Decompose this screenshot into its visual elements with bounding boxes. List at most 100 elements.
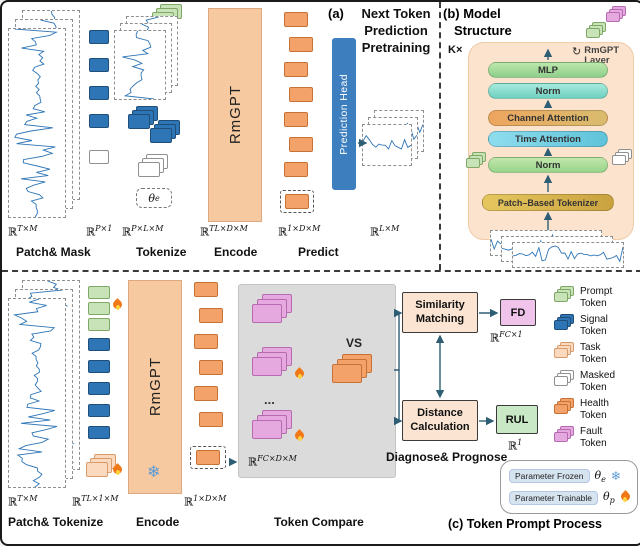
legend-item-masked-token: Masked Token — [554, 370, 615, 393]
fault-token-stack-3 — [252, 410, 292, 439]
stage-encode-c: Encode — [136, 515, 180, 529]
rmgpt-layer-label: ↻ RmGPT Layer — [572, 45, 620, 67]
loop-arrow-icon: ↻ — [572, 46, 582, 58]
param-trainable-label: Parameter Trainable — [509, 490, 599, 505]
panel-b-title-line1: (b) Model — [443, 6, 501, 21]
k-times-label: K× — [448, 44, 463, 56]
fire-icon — [294, 430, 305, 443]
parameter-legend-box: Parameter Frozen θe ❄ Parameter Trainabl… — [500, 460, 638, 514]
rul-result-box: RUL — [496, 405, 538, 434]
dim-predict-a: ℝ1×D×M — [278, 224, 321, 239]
dim-input-c: ℝT×M — [8, 494, 38, 509]
health-token — [284, 62, 308, 77]
fault-token-icon — [554, 426, 574, 442]
param-trainable-row: Parameter Trainable θp — [509, 490, 629, 505]
prompt-token — [88, 286, 110, 299]
dim-compare: ℝFC×D×M — [248, 454, 297, 469]
health-token — [289, 137, 313, 152]
predicted-token-box-a — [280, 190, 314, 213]
fire-icon — [112, 299, 123, 312]
param-frozen-row: Parameter Frozen θe ❄ — [509, 469, 629, 484]
distance-calculation-box: Distance Calculation — [402, 400, 478, 441]
prompt-token — [88, 302, 110, 315]
panel-c-label: (c) Token Prompt Process — [448, 517, 602, 531]
theta-p-symbol: θp — [603, 489, 615, 506]
signal-token — [88, 338, 110, 351]
signal-token — [88, 382, 110, 395]
similarity-matching-box: Similarity Matching — [402, 292, 478, 333]
vs-label: VS — [346, 336, 363, 350]
block-channel-attention: Channel Attention — [488, 110, 608, 126]
panel-a-label: (a) — [328, 6, 344, 21]
signal-token — [88, 360, 110, 373]
stage-token-compare: Token Compare — [274, 515, 364, 529]
query-token-box-c — [190, 446, 226, 469]
fault-token-stack-2 — [252, 347, 292, 376]
dim-encode-a: ℝTL×D×M — [200, 224, 248, 239]
fire-icon — [112, 464, 123, 477]
health-token — [199, 360, 223, 375]
theta-e-symbol: θe — [594, 468, 606, 485]
signal-patch — [89, 86, 109, 100]
signal-token-stack-a2 — [150, 120, 180, 143]
dim-encode-c: ℝ1×D×M — [184, 494, 227, 509]
param-frozen-label: Parameter Frozen — [509, 469, 590, 484]
snowflake-icon: ❄ — [147, 464, 161, 481]
health-token — [194, 282, 218, 297]
signal-patch — [89, 58, 109, 72]
fire-icon — [620, 491, 631, 504]
block-time-attention: Time Attention — [488, 131, 608, 147]
health-token — [284, 162, 308, 177]
signal-patch — [89, 30, 109, 44]
block-norm-top: Norm — [488, 83, 608, 99]
health-token-stack-compare — [332, 354, 372, 383]
stage-diagnose-prognose: Diagnose& Prognose — [386, 450, 508, 464]
panel-a-title: Next Token Prediction Pretraining — [361, 6, 431, 55]
legend-item-signal-token: Signal Token — [554, 314, 608, 337]
legend-item-task-token: Task Token — [554, 342, 607, 365]
legend-item-health-token: Health Token — [554, 398, 609, 421]
snowflake-icon: ❄ — [610, 469, 621, 484]
section-divider-horizontal — [2, 270, 640, 272]
health-token — [194, 334, 218, 349]
stage-predict: Predict — [298, 245, 339, 259]
masked-token-stack-b-right — [612, 149, 632, 165]
stage-patch-mask: Patch& Mask — [16, 245, 91, 259]
legend-item-fault-token: Fault Token — [554, 426, 607, 449]
panel-b-title-line2: Structure — [454, 23, 512, 38]
stage-patch-tokenize: Patch& Tokenize — [8, 515, 104, 529]
health-token-icon — [554, 398, 574, 414]
masked-token-stack-a — [138, 154, 168, 177]
dim-tokenize-a: ℝP×L×M — [122, 224, 164, 239]
stage-encode-a: Encode — [214, 245, 258, 259]
dim-input-a: ℝT×M — [8, 224, 38, 239]
dim-patch-a: ℝP×1 — [86, 224, 113, 239]
signal-token — [88, 404, 110, 417]
legend-item-prompt-token: Prompt Token — [554, 286, 612, 309]
dim-tokens-c: ℝTL×1×M — [72, 494, 119, 509]
section-divider-vertical — [439, 2, 441, 270]
dim-output-a: ℝL×M — [370, 224, 400, 239]
health-token — [194, 386, 218, 401]
signal-token — [88, 426, 110, 439]
masked-patch — [89, 150, 109, 164]
fd-result-box: FD — [500, 299, 536, 326]
stage-tokenize: Tokenize — [136, 245, 187, 259]
prompt-token-stack-b — [586, 22, 606, 38]
signal-token-icon — [554, 314, 574, 330]
prompt-token-stack-b-left — [466, 152, 486, 168]
health-token — [199, 308, 223, 323]
rmgpt-encoder-c: RmGPT — [128, 280, 182, 494]
task-token-icon — [554, 342, 574, 358]
dim-fd: ℝFC×1 — [490, 330, 523, 345]
fault-token-stack-b — [606, 6, 626, 22]
health-token — [284, 112, 308, 127]
prompt-token-icon — [554, 286, 574, 302]
rmgpt-encoder-a: RmGPT — [208, 8, 262, 222]
prompt-token — [88, 318, 110, 331]
task-token-stack — [86, 454, 116, 477]
block-norm-bottom: Norm — [488, 157, 608, 173]
block-mlp: MLP — [488, 62, 608, 78]
health-token — [199, 412, 223, 427]
